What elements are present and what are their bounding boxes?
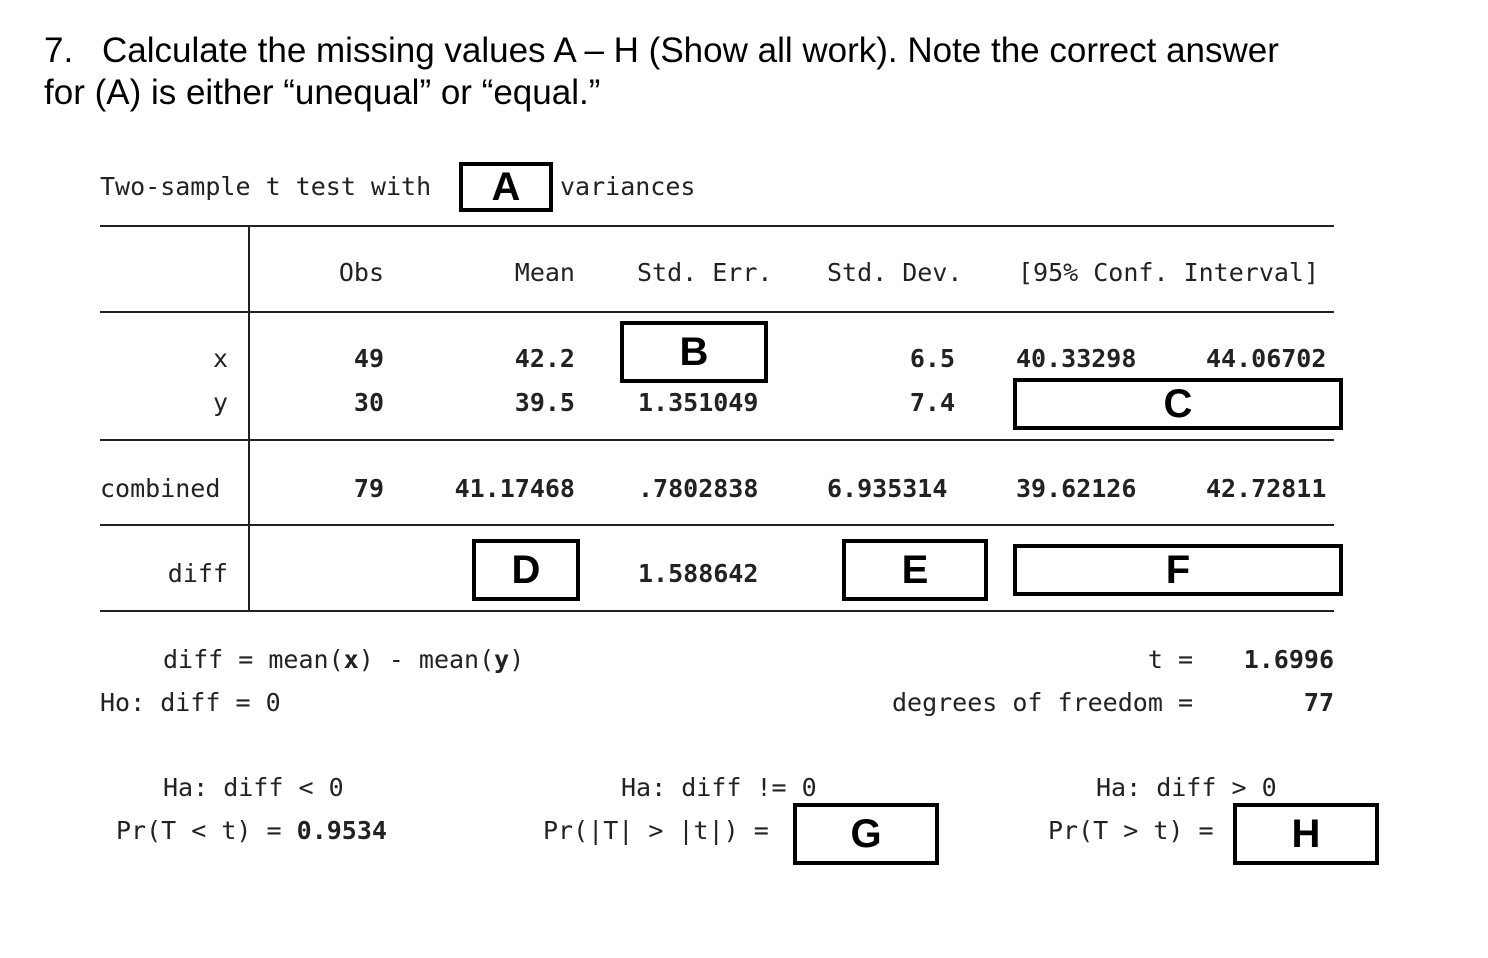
row-combined-se: .7802838 xyxy=(638,474,759,503)
blank-E: E xyxy=(842,539,988,601)
table-vertical-rule xyxy=(248,225,250,612)
row-x-obs: 49 xyxy=(353,344,384,373)
table-top-rule xyxy=(100,225,1334,227)
header-conf-interval: [95% Conf. Interval] xyxy=(1018,258,1320,287)
p-right-label: Pr(T > t) = xyxy=(1048,816,1214,845)
row-y-se: 1.351049 xyxy=(638,388,759,417)
blank-F: F xyxy=(1013,544,1343,596)
diff-definition: diff = mean(x) - mean(y) xyxy=(163,645,525,674)
header-std-dev: Std. Dev. xyxy=(827,258,963,287)
row-combined-obs: 79 xyxy=(353,474,384,503)
combined-rule xyxy=(100,524,1334,526)
df-label: degrees of freedom = xyxy=(891,688,1193,717)
test-title-prefix: Two-sample t test with xyxy=(100,172,432,201)
question-line-1: 7. Calculate the missing values A – H (Sh… xyxy=(44,31,1279,70)
row-x-label: x xyxy=(212,344,228,373)
header-obs: Obs xyxy=(338,258,384,287)
group-rule xyxy=(100,439,1334,441)
blank-A: A xyxy=(459,162,553,212)
df-value: 77 xyxy=(1303,688,1334,717)
row-x-mean: 42.2 xyxy=(514,344,575,373)
t-value: 1.6996 xyxy=(1243,645,1334,674)
row-x-ci-high: 44.06702 xyxy=(1206,344,1327,373)
null-hypothesis: Ho: diff = 0 xyxy=(100,688,281,717)
row-combined-ci-low: 39.62126 xyxy=(1016,474,1137,503)
header-rule xyxy=(100,311,1334,313)
row-x-ci-low: 40.33298 xyxy=(1016,344,1137,373)
question-text: 7. Calculate the missing values A – H (Sh… xyxy=(44,30,1444,114)
ha-two-sided: Ha: diff != 0 xyxy=(621,773,817,802)
row-x-sd: 6.5 xyxy=(909,344,955,373)
header-mean: Mean xyxy=(514,258,575,287)
blank-H: H xyxy=(1233,803,1379,865)
header-std-err: Std. Err. xyxy=(637,258,773,287)
p-two-sided-label: Pr(|T| > |t|) = xyxy=(543,816,769,845)
ha-left: Ha: diff < 0 xyxy=(163,773,344,802)
test-title-suffix: variances xyxy=(560,172,696,201)
row-y-label: y xyxy=(212,388,228,417)
blank-G: G xyxy=(793,803,939,865)
row-y-obs: 30 xyxy=(353,388,384,417)
table-bottom-rule xyxy=(100,610,1334,612)
row-combined-mean: 41.17468 xyxy=(454,474,575,503)
blank-C: C xyxy=(1013,378,1343,430)
row-y-sd: 7.4 xyxy=(909,388,955,417)
row-diff-se: 1.588642 xyxy=(638,559,759,588)
row-combined-sd: 6.935314 xyxy=(827,474,948,503)
p-left: Pr(T < t) = 0.9534 xyxy=(116,816,387,845)
t-label: t = xyxy=(1147,645,1193,674)
blank-B: B xyxy=(620,321,768,383)
row-combined-label: combined xyxy=(100,474,221,503)
question-number: 7. xyxy=(44,31,74,70)
question-line-2: for (A) is either “unequal” or “equal.” xyxy=(44,73,601,112)
blank-D: D xyxy=(472,539,580,601)
row-diff-label: diff xyxy=(167,559,228,588)
row-y-mean: 39.5 xyxy=(514,388,575,417)
ha-right: Ha: diff > 0 xyxy=(1096,773,1277,802)
row-combined-ci-high: 42.72811 xyxy=(1206,474,1327,503)
